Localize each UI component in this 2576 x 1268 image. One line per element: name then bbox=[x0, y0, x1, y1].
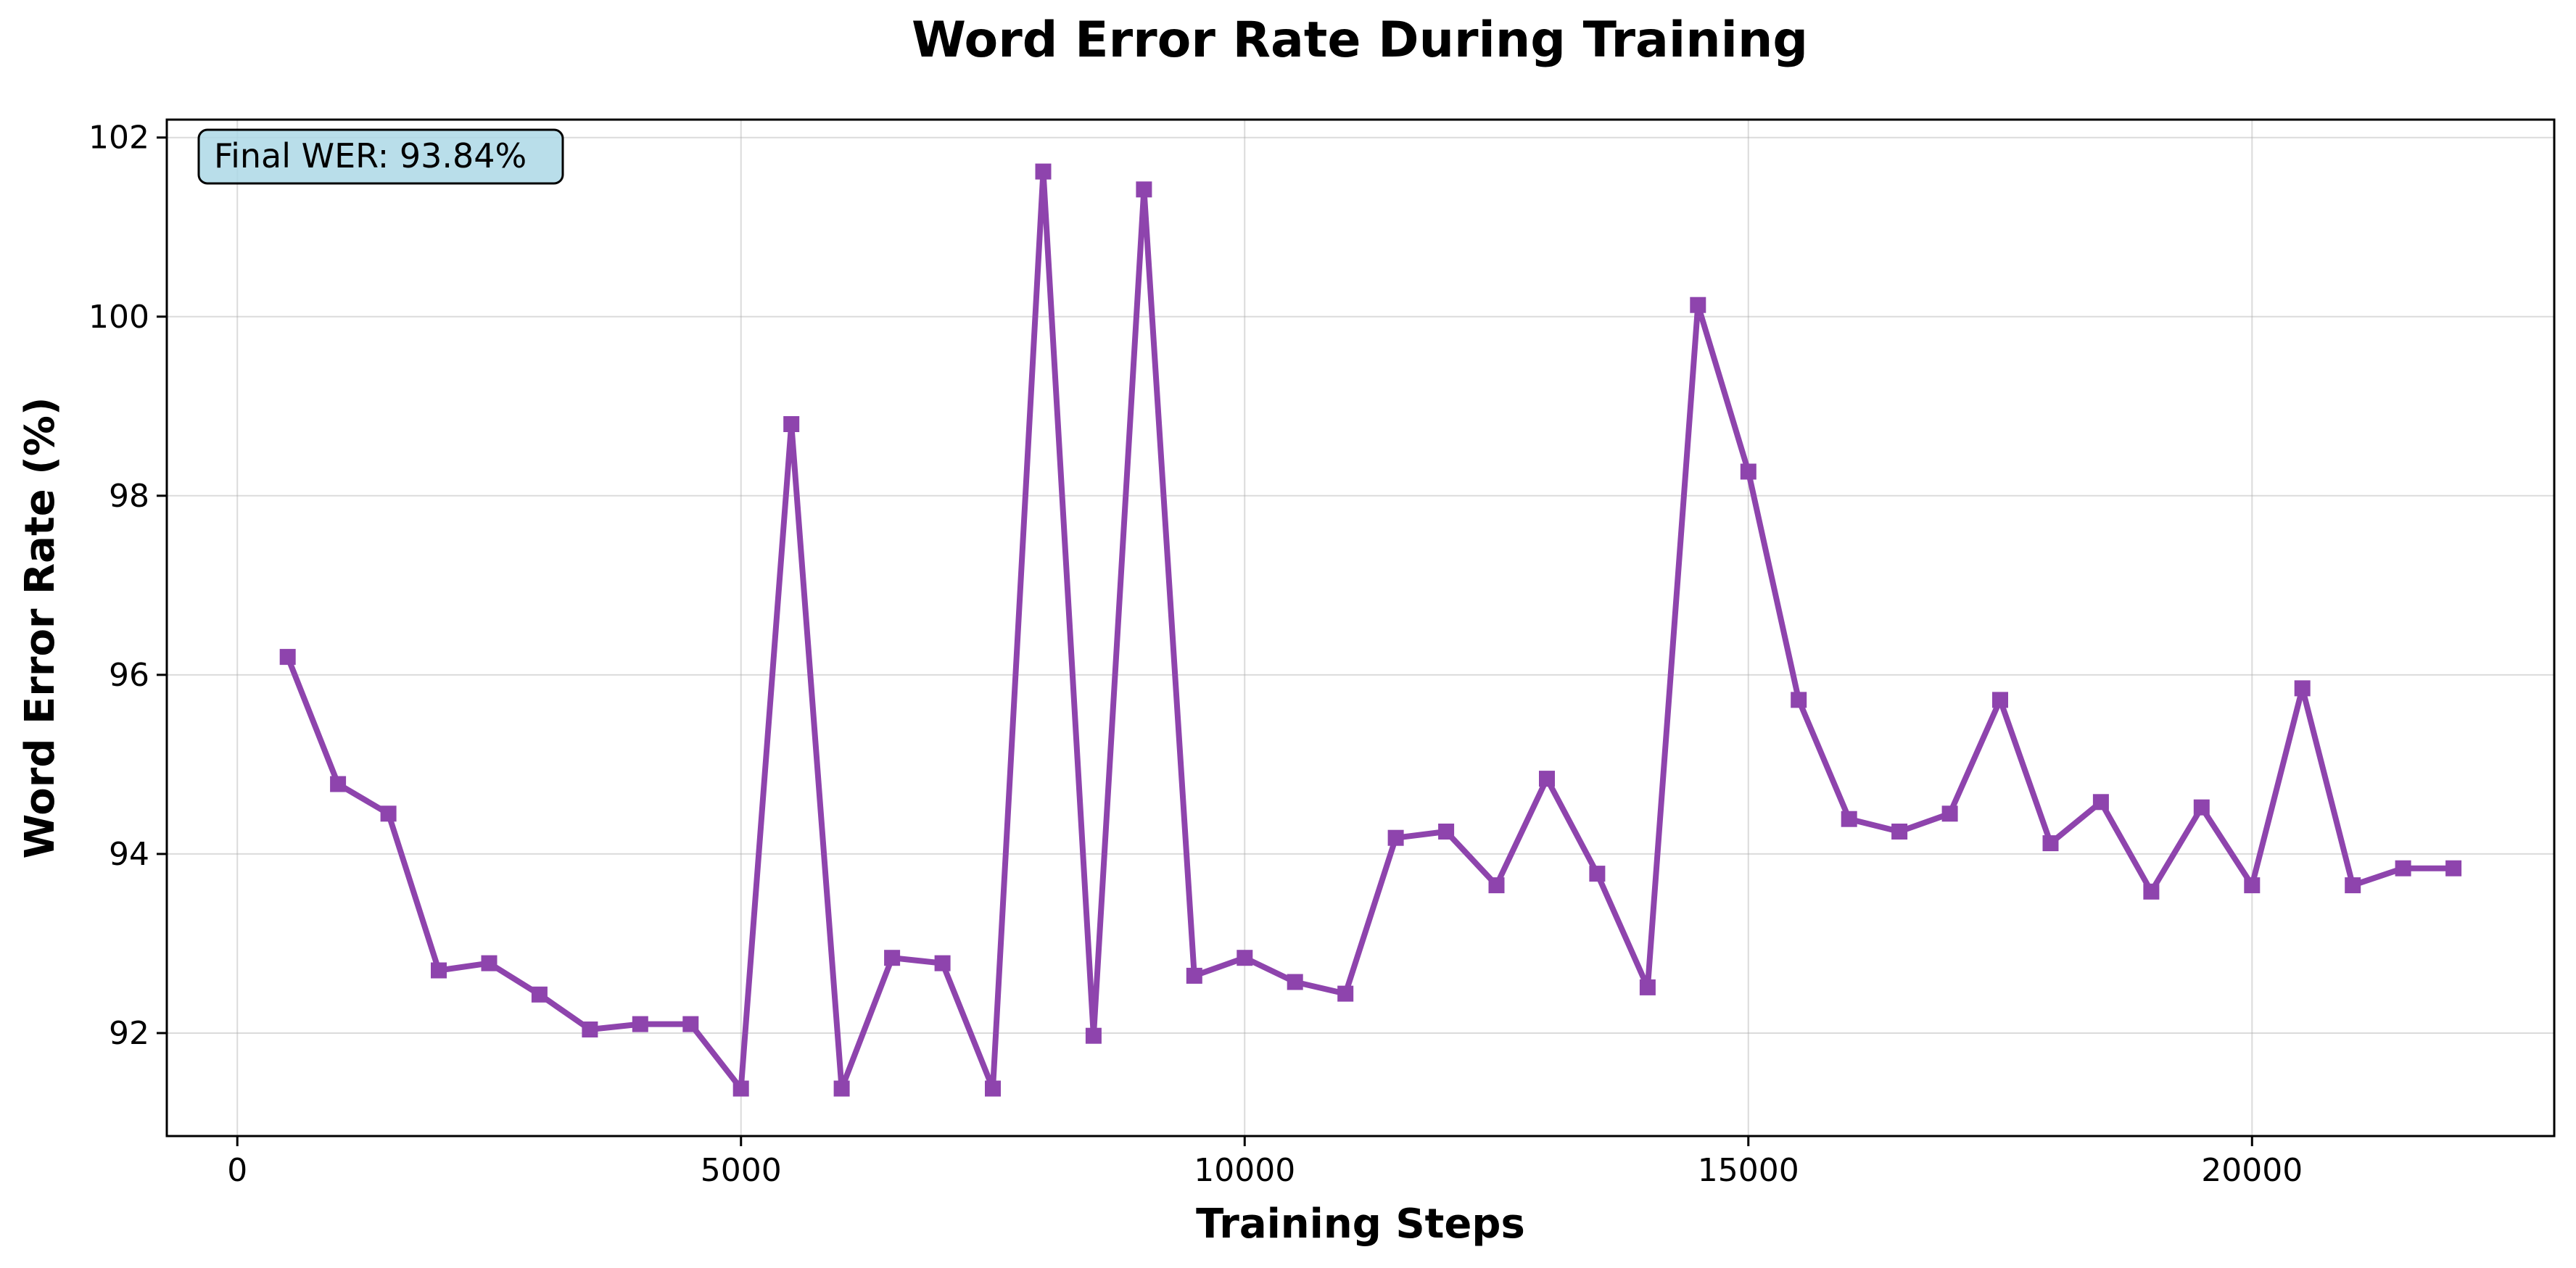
data-point-marker bbox=[884, 950, 901, 966]
data-point-marker bbox=[682, 1016, 699, 1032]
data-point-marker bbox=[330, 776, 347, 792]
y-tick-label: 96 bbox=[109, 657, 149, 694]
data-point-marker bbox=[1035, 163, 1052, 180]
x-tick-label: 15000 bbox=[1698, 1152, 1799, 1189]
data-point-marker bbox=[1589, 866, 1606, 882]
wer-series-line bbox=[284, 168, 2457, 1092]
data-point-marker bbox=[1740, 463, 1756, 480]
data-point-marker bbox=[1237, 950, 1253, 966]
y-tick-label: 98 bbox=[109, 478, 149, 515]
x-axis-label: Training Steps bbox=[1196, 1201, 1525, 1248]
data-point-marker bbox=[2143, 883, 2160, 900]
data-point-marker bbox=[1287, 974, 1303, 990]
data-point-marker bbox=[934, 955, 951, 971]
data-point-marker bbox=[732, 1080, 749, 1097]
data-point-marker bbox=[1690, 297, 1706, 313]
data-point-marker bbox=[1891, 824, 1908, 840]
series-layer bbox=[279, 163, 2462, 1097]
data-point-marker bbox=[1992, 692, 2008, 708]
data-point-marker bbox=[2193, 799, 2210, 816]
chart-title: Word Error Rate During Training bbox=[912, 12, 1808, 69]
data-point-marker bbox=[279, 649, 296, 666]
y-tick-label: 100 bbox=[88, 299, 149, 336]
plot-frame bbox=[165, 118, 2556, 1138]
data-point-marker bbox=[380, 805, 397, 822]
data-point-marker bbox=[481, 955, 498, 971]
data-point-marker bbox=[531, 986, 548, 1003]
axes: 0 5000 10000 15000 20000 92 94 96 98 100 102 bbox=[88, 120, 2303, 1189]
x-tick-label: 20000 bbox=[2201, 1152, 2303, 1189]
y-axis-label: Word Error Rate (%) bbox=[17, 397, 64, 859]
y-tick-label: 92 bbox=[109, 1015, 149, 1052]
y-tick-label: 94 bbox=[109, 836, 149, 873]
data-point-marker bbox=[632, 1016, 648, 1032]
final-wer-annotation: Final WER: 93.84% bbox=[197, 128, 564, 185]
data-point-marker bbox=[985, 1080, 1001, 1097]
data-point-marker bbox=[783, 416, 800, 432]
annotation-text: Final WER: 93.84% bbox=[214, 136, 527, 175]
data-point-marker bbox=[1186, 967, 1202, 984]
data-point-marker bbox=[2445, 860, 2462, 877]
data-point-marker bbox=[1387, 829, 1404, 846]
data-point-marker bbox=[1085, 1027, 1102, 1044]
data-point-marker bbox=[2395, 860, 2411, 877]
annotation-box bbox=[197, 128, 564, 185]
x-tick-label: 0 bbox=[227, 1152, 247, 1189]
data-point-marker bbox=[431, 962, 447, 979]
data-point-marker bbox=[1438, 824, 1455, 840]
data-point-marker bbox=[2345, 877, 2361, 894]
data-point-marker bbox=[2042, 835, 2059, 852]
x-tick-label: 5000 bbox=[701, 1152, 782, 1189]
data-point-marker bbox=[582, 1022, 598, 1037]
data-point-marker bbox=[1488, 877, 1505, 894]
data-point-marker bbox=[1136, 181, 1152, 198]
data-point-marker bbox=[833, 1080, 850, 1097]
data-point-marker bbox=[1639, 979, 1656, 995]
grid-lines bbox=[167, 120, 2554, 1136]
data-point-marker bbox=[2244, 877, 2261, 894]
y-tick-label: 102 bbox=[88, 120, 149, 157]
data-point-marker bbox=[1941, 805, 1958, 822]
data-point-marker bbox=[1539, 771, 1555, 787]
x-tick-label: 10000 bbox=[1194, 1152, 1295, 1189]
data-point-marker bbox=[2294, 680, 2311, 697]
data-point-marker bbox=[2092, 794, 2109, 811]
data-point-marker bbox=[1841, 811, 1857, 827]
data-point-marker bbox=[1791, 692, 1807, 708]
data-point-marker bbox=[1337, 985, 1354, 1002]
